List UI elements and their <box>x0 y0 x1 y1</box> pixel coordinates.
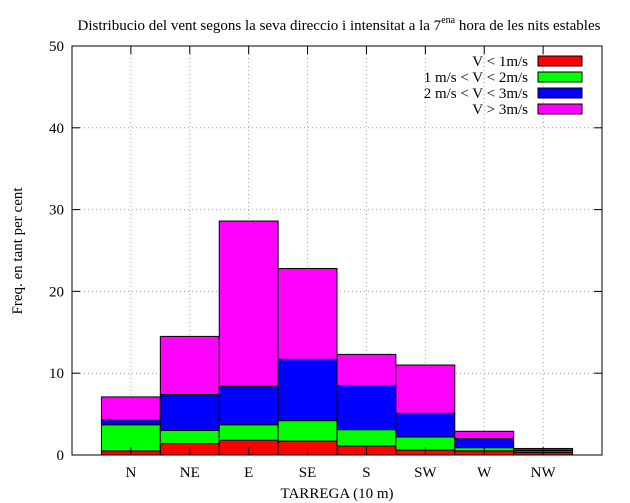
x-tick-label: SW <box>414 465 437 481</box>
bar-segment-ne-series-3 <box>159 393 220 431</box>
legend-label-3: 2 m/s < V < 3m/s <box>424 86 528 102</box>
bar-segment-e-series-4 <box>218 220 279 387</box>
bar-segment-s-series-4 <box>336 353 397 386</box>
x-tick-label: W <box>477 465 492 481</box>
bar-segment-w-series-3 <box>454 438 515 449</box>
bar-segment-n-series-2 <box>100 424 161 452</box>
legend-swatch-1 <box>537 55 583 67</box>
bar-segment-sw-series-4 <box>395 364 456 414</box>
bar-segment-sw-series-3 <box>395 412 456 438</box>
y-tick-label: 10 <box>49 366 64 382</box>
bar-segment-e-series-2 <box>218 424 279 441</box>
x-axis-label: TARREGA (10 m) <box>281 486 394 502</box>
y-tick-label: 0 <box>57 448 65 464</box>
bar-segment-w-series-4 <box>454 430 515 440</box>
bar-segment-ne-series-4 <box>159 335 220 395</box>
y-tick-label: 20 <box>49 284 64 300</box>
x-tick-label: NE <box>180 465 200 481</box>
legend-label-1: V < 1m/s <box>472 54 528 70</box>
legend: V < 1m/s1 m/s < V < 2m/s2 m/s < V < 3m/s… <box>424 54 583 118</box>
axis-layer: 0 10 20 30 40 50 N NE E SE S SW W NW <box>49 39 603 481</box>
x-tick-label: SE <box>299 465 317 481</box>
bar-segment-e-series-3 <box>218 385 279 426</box>
bar-segment-n-series-4 <box>100 396 161 421</box>
x-tick-label: NW <box>531 465 557 481</box>
chart-title: Distribucio del vent segons la seva dire… <box>78 15 601 34</box>
x-tick-label: N <box>125 465 136 481</box>
chart-title-main: Distribucio del vent segons la seva dire… <box>78 18 442 34</box>
plot-frame <box>71 45 603 456</box>
y-tick-label: 40 <box>49 121 64 137</box>
bar-segment-se-series-2 <box>277 420 338 442</box>
legend-label-4: V > 3m/s <box>472 102 528 118</box>
chart-title-tail: hora de les nits estables <box>455 18 601 34</box>
bar-segment-se-series-4 <box>277 267 338 360</box>
y-axis-label: Freq. en tant per cent <box>10 187 26 315</box>
legend-swatch-4 <box>537 103 583 115</box>
bars-layer <box>100 220 574 456</box>
chart-title-superscript: ena <box>441 15 455 26</box>
bar-segment-s-series-2 <box>336 429 397 447</box>
legend-swatch-3 <box>537 87 583 99</box>
y-tick-label: 50 <box>49 39 64 55</box>
bar-segment-s-series-3 <box>336 384 397 431</box>
y-tick-label: 30 <box>49 203 64 219</box>
x-tick-label: E <box>244 465 253 481</box>
bar-segment-ne-series-2 <box>159 429 220 445</box>
legend-swatch-2 <box>537 71 583 83</box>
bar-segment-se-series-3 <box>277 358 338 422</box>
x-tick-label: S <box>362 465 370 481</box>
bar-segment-n-series-3 <box>100 419 161 426</box>
legend-label-2: 1 m/s < V < 2m/s <box>424 70 528 86</box>
